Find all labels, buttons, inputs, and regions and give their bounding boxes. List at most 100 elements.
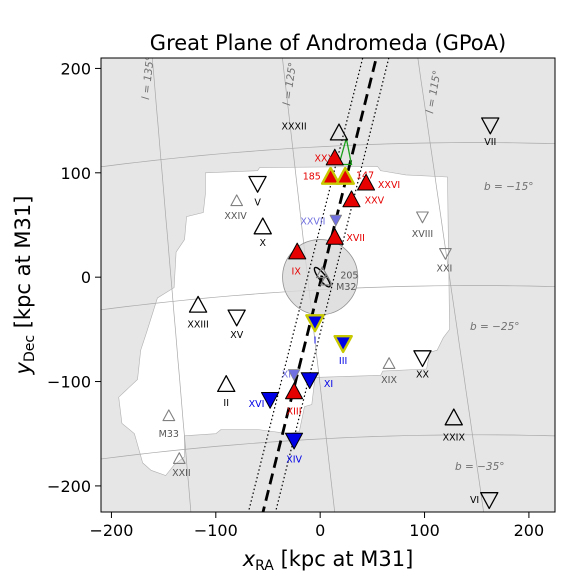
coord-label-l135: l = 135° bbox=[140, 56, 157, 101]
satellite-marker-x bbox=[253, 217, 272, 235]
plot-frame bbox=[100, 57, 556, 513]
x-axis-ticks: −200 −100 0 100 200 bbox=[89, 512, 544, 540]
green-outline-marker bbox=[338, 138, 353, 166]
satellite-markers: XXXIIXXX185147XXVIXXVXXVIIXVIIIX205M32II… bbox=[159, 117, 500, 510]
satellite-marker-i bbox=[305, 314, 325, 333]
y-axis-label-rest: [kpc at M31] bbox=[11, 196, 35, 335]
satellite-label-xxix: XXIX bbox=[443, 432, 466, 443]
satellite-label-vi: VI bbox=[470, 495, 479, 506]
satellite-marker-xx bbox=[413, 350, 432, 368]
satellite-label-xxv: XXV bbox=[365, 195, 385, 206]
satellite-marker-vi bbox=[480, 492, 499, 510]
satellite-label-x: X bbox=[260, 238, 267, 249]
x-axis-label-sub: RA bbox=[255, 558, 274, 574]
satellite-label-xv: XV bbox=[230, 330, 244, 341]
x-axis-label: xRA [kpc at M31] bbox=[242, 547, 414, 574]
x-axis-label-rest: [kpc at M31] bbox=[274, 547, 413, 571]
plot-area: XXXIIXXX185147XXVIXXVXXVIIXVIIIX205M32II… bbox=[101, 56, 555, 512]
grid-curve bbox=[151, 58, 192, 512]
satellite-label-xvii: XVII bbox=[346, 233, 365, 244]
satellite-marker-xv bbox=[227, 309, 246, 327]
satellite-marker-xviii bbox=[416, 211, 429, 224]
survey-footprint bbox=[118, 166, 450, 476]
satellite-marker-185 bbox=[320, 166, 341, 185]
y-axis-label: yDec [kpc at M31] bbox=[11, 196, 38, 376]
satellite-label-xii: XII bbox=[282, 370, 294, 381]
satellite-marker-xvii bbox=[325, 228, 344, 245]
satellite-marker-ii bbox=[217, 375, 236, 393]
satellite-marker-xvi bbox=[261, 392, 280, 409]
x-tick-label: 0 bbox=[315, 521, 325, 540]
satellite-label-xix: XIX bbox=[381, 375, 397, 386]
satellite-marker-xxiv bbox=[230, 194, 244, 207]
m31-disk-ellipse bbox=[313, 266, 331, 288]
satellite-marker-xxii bbox=[172, 452, 186, 464]
satellite-label-xi: XI bbox=[324, 379, 333, 390]
satellite-label-xxiv: XXIV bbox=[224, 211, 247, 222]
y-tick-label: 100 bbox=[60, 164, 91, 183]
satellite-marker-xxi bbox=[439, 248, 452, 260]
satellite-marker-m32 bbox=[320, 273, 333, 286]
grid-curve bbox=[101, 142, 555, 168]
satellite-marker-xxvi bbox=[357, 173, 376, 191]
satellite-label-xiv: XIV bbox=[286, 454, 302, 465]
satellite-marker-147 bbox=[335, 166, 355, 185]
satellite-label-xxi: XXI bbox=[436, 263, 452, 274]
satellite-label-ii: II bbox=[223, 398, 229, 409]
satellite-label-xx: XX bbox=[416, 370, 430, 381]
satellite-label-m33: M33 bbox=[159, 429, 179, 440]
satellite-label-ix: IX bbox=[292, 266, 302, 277]
satellite-label-xvi: XVI bbox=[249, 399, 265, 410]
satellite-marker-xiv bbox=[285, 432, 304, 450]
coord-label-b15: b = −15° bbox=[484, 181, 534, 193]
satellite-label-xxiii: XXIII bbox=[187, 320, 208, 331]
satellite-marker-xix bbox=[382, 357, 396, 369]
y-tick-label: 200 bbox=[60, 59, 91, 78]
satellite-marker-xiii bbox=[285, 382, 304, 400]
chart-title: Great Plane of Andromeda (GPoA) bbox=[150, 31, 506, 55]
x-tick-label: −100 bbox=[194, 521, 238, 540]
satellite-label-xviii: XVIII bbox=[412, 229, 433, 240]
satellite-marker-xii bbox=[287, 369, 301, 381]
x-axis-label-main: x bbox=[242, 547, 256, 571]
satellite-marker-205 bbox=[315, 266, 329, 279]
y-tick-label: −200 bbox=[47, 477, 91, 496]
satellite-label-iii: III bbox=[339, 356, 347, 367]
satellite-marker-xxv bbox=[342, 190, 361, 208]
satellite-label-i: I bbox=[314, 335, 317, 346]
x-tick-label: 100 bbox=[409, 521, 440, 540]
satellite-label-xxvi: XXVI bbox=[378, 180, 400, 191]
y-axis-label-main: y bbox=[11, 361, 35, 375]
satellite-marker-vii bbox=[481, 117, 500, 135]
y-tick-label: −100 bbox=[47, 373, 91, 392]
coord-label-b35: b = −35° bbox=[455, 461, 505, 473]
satellite-label-xiii: XIII bbox=[287, 406, 302, 417]
satellite-marker-xxx bbox=[325, 148, 344, 166]
satellite-label-xxii: XXII bbox=[172, 468, 191, 479]
x-tick-label: −200 bbox=[89, 521, 133, 540]
satellite-label-m32: M32 bbox=[336, 282, 356, 293]
y-tick-label: 0 bbox=[81, 268, 91, 287]
grid-curve bbox=[417, 58, 484, 512]
satellite-label-xxvii: XXVII bbox=[300, 216, 325, 227]
y-axis-label-sub: Dec bbox=[22, 335, 38, 362]
plane-fit-line bbox=[261, 58, 378, 512]
satellite-label-v: V bbox=[254, 198, 261, 209]
coord-label-b25: b = −25° bbox=[470, 321, 520, 333]
satellite-marker-v bbox=[248, 175, 267, 193]
satellite-marker-xxiii bbox=[188, 295, 208, 313]
satellite-marker-xxvii bbox=[329, 214, 343, 227]
satellite-label-vii: VII bbox=[484, 137, 496, 148]
satellite-marker-xxix bbox=[444, 408, 463, 426]
x-tick-label: 200 bbox=[514, 521, 545, 540]
grid-curve bbox=[101, 434, 555, 460]
satellite-marker-ix bbox=[288, 242, 307, 260]
satellite-label-xxx: XXX bbox=[315, 154, 335, 165]
satellite-label-185: 185 bbox=[303, 171, 321, 182]
satellite-marker-iii bbox=[333, 335, 353, 354]
satellite-marker-xi bbox=[300, 372, 319, 389]
satellite-marker-m33 bbox=[162, 409, 176, 422]
satellite-label-205: 205 bbox=[340, 271, 358, 282]
y-axis-ticks: −200 −100 0 100 200 bbox=[47, 59, 101, 496]
